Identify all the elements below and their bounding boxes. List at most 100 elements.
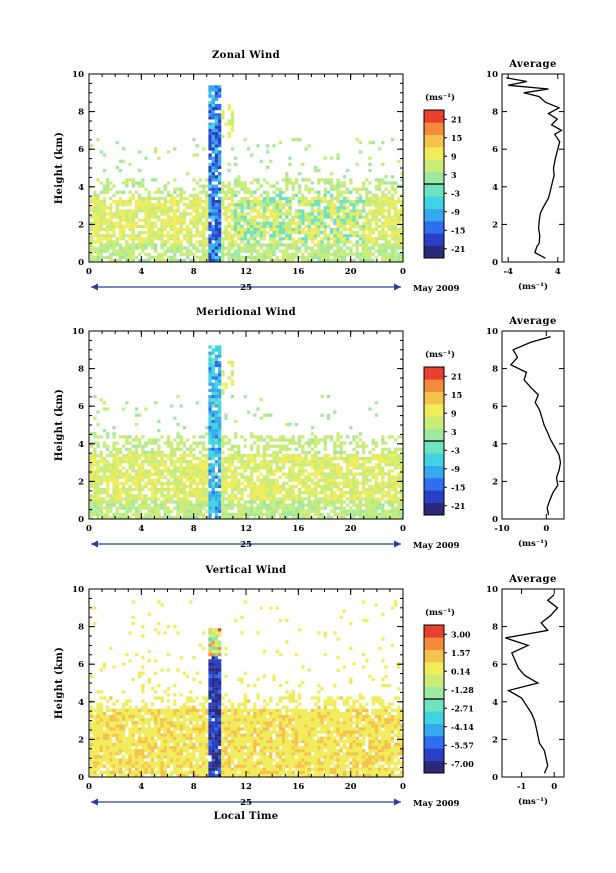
heatmap-cell	[234, 503, 238, 507]
heatmap-cell	[112, 475, 116, 479]
heatmap-cell	[298, 246, 302, 250]
heatmap-cell	[266, 512, 270, 516]
heatmap-cell	[122, 512, 126, 516]
heatmap-cell	[330, 494, 334, 498]
heatmap-cell	[208, 435, 212, 439]
heatmap-cell	[282, 206, 286, 210]
heatmap-cell	[310, 221, 315, 225]
heatmap-cell	[301, 252, 305, 256]
heatmap-cell	[208, 354, 212, 358]
heatmap-cell	[118, 773, 123, 778]
heatmap-cell	[96, 472, 100, 476]
heatmap-cell	[397, 466, 401, 470]
heatmap-cell	[205, 466, 209, 470]
heatmap-cell	[195, 481, 199, 485]
heatmap-cell	[246, 221, 251, 225]
heatmap-cell	[330, 491, 334, 495]
heatmap-cell	[208, 156, 212, 160]
heatmap-cell	[320, 488, 324, 492]
heatmap-cell	[240, 457, 244, 461]
heatmap-cell	[202, 221, 206, 225]
heatmap-cell	[205, 206, 209, 210]
heatmap-cell	[339, 255, 343, 259]
heatmap-cell	[227, 103, 231, 108]
heatmap-cell	[96, 773, 100, 778]
heatmap-cell	[326, 515, 331, 520]
heatmap-cell	[378, 206, 382, 210]
heatmap-cell	[240, 215, 244, 219]
heatmap-cell	[269, 460, 273, 464]
heatmap-cell	[115, 718, 119, 722]
heatmap-cell	[195, 246, 199, 250]
heatmap-cell	[352, 206, 356, 210]
heatmap-cell	[198, 212, 203, 216]
colorbar-tick-label: 9	[451, 151, 457, 161]
heatmap-cell	[122, 755, 126, 759]
heatmap-cell	[211, 472, 215, 476]
heatmap-cell	[400, 463, 404, 467]
heatmap-cell	[230, 147, 235, 151]
heatmap-cell	[390, 181, 395, 185]
heatmap-cell	[176, 512, 180, 516]
heatmap-cell	[195, 203, 199, 207]
heatmap-cell	[310, 432, 315, 436]
heatmap-cell	[227, 119, 231, 123]
heatmap-cell	[218, 478, 222, 482]
heatmap-cell	[202, 512, 206, 516]
heatmap-cell	[192, 503, 196, 507]
heatmap-cell	[208, 426, 212, 430]
heatmap-cell	[397, 212, 401, 216]
heatmap-cell	[208, 357, 212, 361]
heatmap-cell	[358, 252, 363, 256]
heatmap-cell	[243, 463, 247, 467]
heatmap-cell	[384, 472, 388, 476]
heatmap-cell	[349, 249, 353, 253]
heatmap-cell	[218, 237, 222, 241]
heatmap-cell	[211, 113, 215, 117]
heatmap-cell	[214, 212, 219, 216]
heatmap-cell	[259, 203, 263, 207]
heatmap-cell	[256, 447, 260, 451]
heatmap-cell	[205, 193, 209, 197]
heatmap-cell	[214, 138, 219, 142]
y-tick-label: 6	[78, 145, 84, 155]
heatmap-cell	[282, 252, 286, 256]
heatmap-cell	[96, 509, 100, 513]
heatmap-cell	[272, 209, 276, 213]
heatmap-cell	[314, 215, 318, 219]
heatmap-cell	[381, 193, 385, 197]
heatmap-cell	[214, 175, 219, 179]
heatmap-cell	[346, 475, 350, 479]
heatmap-cell	[134, 460, 139, 464]
heatmap-cell	[112, 500, 116, 504]
heatmap-cell	[275, 255, 279, 259]
heatmap-cell	[227, 255, 231, 259]
heatmap-cell	[272, 200, 276, 204]
heatmap-cell	[381, 450, 385, 454]
heatmap-cell	[256, 453, 260, 458]
heatmap-cell	[144, 231, 148, 235]
heatmap-cell	[230, 484, 235, 489]
heatmap-cell	[294, 447, 299, 451]
heatmap-cell	[400, 234, 404, 238]
heatmap-cell	[134, 509, 139, 513]
heatmap-cell	[266, 481, 270, 485]
heatmap-cell	[291, 453, 295, 458]
heatmap-cell	[218, 246, 222, 250]
heatmap-cell	[253, 215, 257, 219]
heatmap-cell	[330, 243, 334, 247]
heatmap-cell	[131, 249, 135, 253]
heatmap-cell	[342, 184, 347, 188]
heatmap-cell	[112, 708, 116, 712]
heatmap-cell	[234, 206, 238, 210]
heatmap-cell	[202, 494, 206, 498]
heatmap-cell	[99, 224, 103, 228]
heatmap-cell	[182, 252, 187, 256]
heatmap-cell	[355, 249, 359, 253]
heatmap-cell	[374, 243, 379, 247]
heatmap-cell	[138, 472, 142, 476]
heatmap-cell	[128, 752, 132, 756]
heatmap-cell	[355, 243, 359, 247]
heatmap-cell	[291, 227, 295, 232]
heatmap-cell	[166, 215, 171, 219]
